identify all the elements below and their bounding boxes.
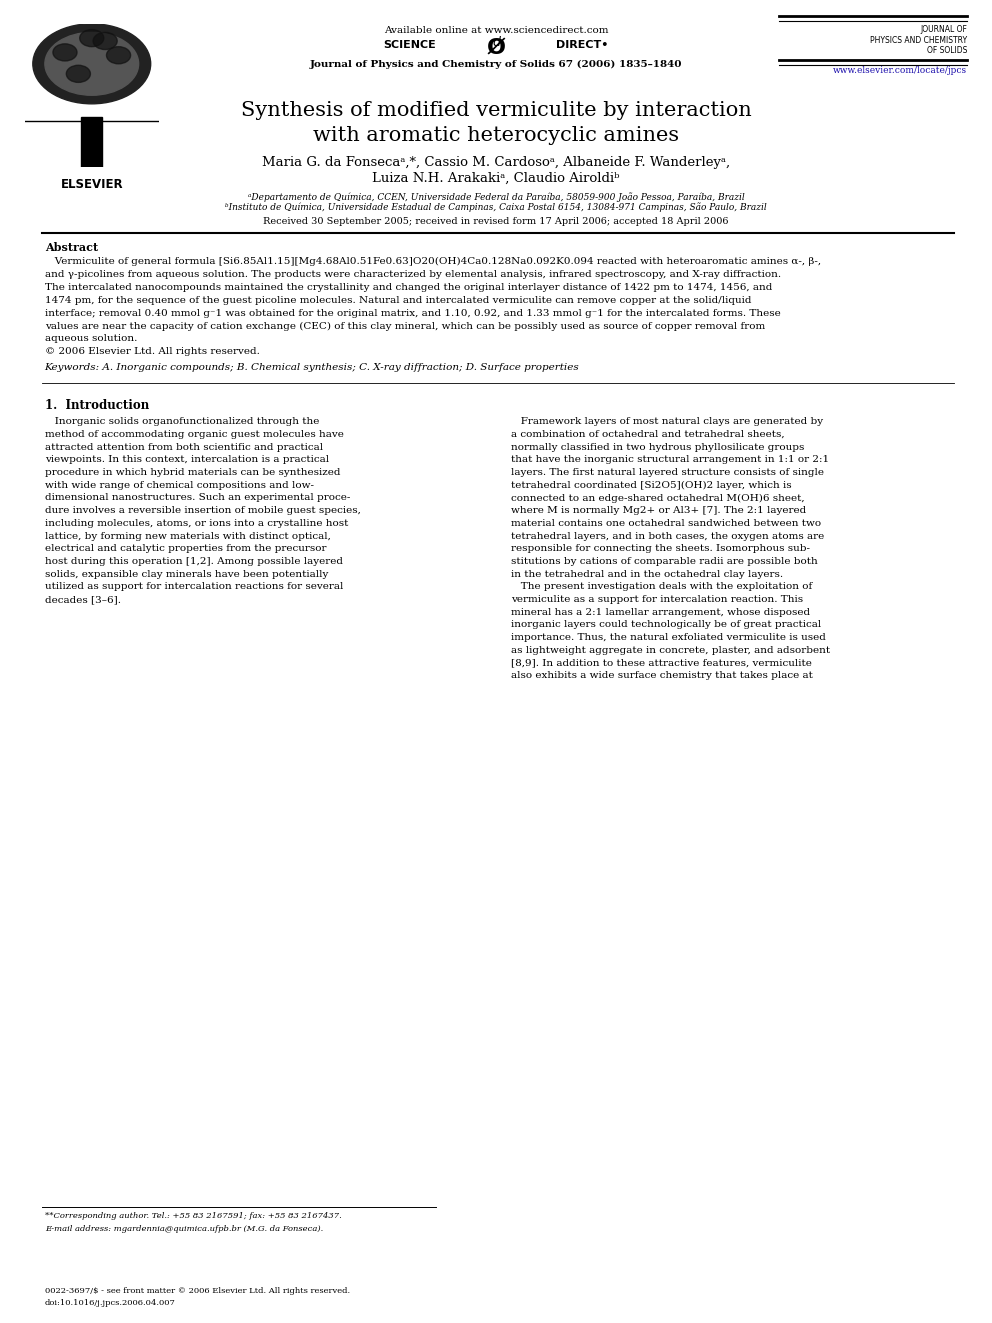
Ellipse shape [66, 65, 90, 82]
Text: JOURNAL OF
PHYSICS AND CHEMISTRY
OF SOLIDS: JOURNAL OF PHYSICS AND CHEMISTRY OF SOLI… [870, 25, 967, 56]
Text: dimensional nanostructures. Such an experimental proce-: dimensional nanostructures. Such an expe… [45, 493, 350, 503]
Text: The intercalated nanocompounds maintained the crystallinity and changed the orig: The intercalated nanocompounds maintaine… [45, 283, 772, 291]
Text: Ø: Ø [486, 37, 506, 58]
Text: in the tetrahedral and in the octahedral clay layers.: in the tetrahedral and in the octahedral… [511, 570, 783, 578]
Text: where M is normally Mg2+ or Al3+ [7]. The 2:1 layered: where M is normally Mg2+ or Al3+ [7]. Th… [511, 507, 806, 515]
Text: doi:10.1016/j.jpcs.2006.04.007: doi:10.1016/j.jpcs.2006.04.007 [45, 1299, 176, 1307]
Text: responsible for connecting the sheets. Isomorphous sub-: responsible for connecting the sheets. I… [511, 544, 809, 553]
Text: The present investigation deals with the exploitation of: The present investigation deals with the… [511, 582, 812, 591]
Text: aqueous solution.: aqueous solution. [45, 335, 137, 344]
Text: 1474 pm, for the sequence of the guest picoline molecules. Natural and intercala: 1474 pm, for the sequence of the guest p… [45, 295, 751, 304]
Text: Vermiculite of general formula [Si6.85Al1.15][Mg4.68Al0.51Fe0.63]O20(OH)4Ca0.128: Vermiculite of general formula [Si6.85Al… [45, 257, 820, 266]
Text: that have the inorganic structural arrangement in 1:1 or 2:1: that have the inorganic structural arran… [511, 455, 829, 464]
Text: www.elsevier.com/locate/jpcs: www.elsevier.com/locate/jpcs [833, 66, 967, 75]
Text: solids, expansible clay minerals have been potentially: solids, expansible clay minerals have be… [45, 570, 328, 578]
Text: ELSEVIER: ELSEVIER [61, 179, 123, 191]
Text: SCIENCE: SCIENCE [384, 40, 436, 50]
Ellipse shape [45, 32, 139, 95]
Text: also exhibits a wide surface chemistry that takes place at: also exhibits a wide surface chemistry t… [511, 671, 812, 680]
Text: procedure in which hybrid materials can be synthesized: procedure in which hybrid materials can … [45, 468, 340, 478]
Text: [8,9]. In addition to these attractive features, vermiculite: [8,9]. In addition to these attractive f… [511, 659, 811, 668]
Text: utilized as support for intercalation reactions for several: utilized as support for intercalation re… [45, 582, 343, 591]
Text: importance. Thus, the natural exfoliated vermiculite is used: importance. Thus, the natural exfoliated… [511, 634, 825, 642]
Text: stitutions by cations of comparable radii are possible both: stitutions by cations of comparable radi… [511, 557, 817, 566]
Text: a combination of octahedral and tetrahedral sheets,: a combination of octahedral and tetrahed… [511, 430, 785, 439]
Text: Available online at www.sciencedirect.com: Available online at www.sciencedirect.co… [384, 25, 608, 34]
Text: dure involves a reversible insertion of mobile guest species,: dure involves a reversible insertion of … [45, 507, 360, 515]
Text: tetrahedral layers, and in both cases, the oxygen atoms are: tetrahedral layers, and in both cases, t… [511, 532, 824, 541]
Text: Luiza N.H. Arakakiᵃ, Claudio Airoldiᵇ: Luiza N.H. Arakakiᵃ, Claudio Airoldiᵇ [372, 172, 620, 185]
Text: © 2006 Elsevier Ltd. All rights reserved.: © 2006 Elsevier Ltd. All rights reserved… [45, 348, 260, 356]
Text: interface; removal 0.40 mmol g⁻1 was obtained for the original matrix, and 1.10,: interface; removal 0.40 mmol g⁻1 was obt… [45, 308, 781, 318]
Text: Framework layers of most natural clays are generated by: Framework layers of most natural clays a… [511, 417, 823, 426]
Text: Keywords: A. Inorganic compounds; B. Chemical synthesis; C. X-ray diffraction; D: Keywords: A. Inorganic compounds; B. Che… [45, 363, 579, 372]
Text: mineral has a 2:1 lamellar arrangement, whose disposed: mineral has a 2:1 lamellar arrangement, … [511, 607, 810, 617]
Text: viewpoints. In this context, intercalation is a practical: viewpoints. In this context, intercalati… [45, 455, 328, 464]
Text: lattice, by forming new materials with distinct optical,: lattice, by forming new materials with d… [45, 532, 330, 541]
Text: Inorganic solids organofunctionalized through the: Inorganic solids organofunctionalized th… [45, 417, 319, 426]
Text: **Corresponding author. Tel.: +55 83 2167591; fax: +55 83 2167437.: **Corresponding author. Tel.: +55 83 216… [45, 1212, 341, 1220]
Text: DIRECT•: DIRECT• [556, 40, 608, 50]
Text: inorganic layers could technologically be of great practical: inorganic layers could technologically b… [511, 620, 821, 630]
Text: electrical and catalytic properties from the precursor: electrical and catalytic properties from… [45, 544, 326, 553]
Bar [81, 116, 102, 167]
Text: E-mail address: mgardennia@quimica.ufpb.br (M.G. da Fonseca).: E-mail address: mgardennia@quimica.ufpb.… [45, 1225, 322, 1233]
Text: decades [3–6].: decades [3–6]. [45, 595, 121, 605]
Text: Received 30 September 2005; received in revised form 17 April 2006; accepted 18 : Received 30 September 2005; received in … [263, 217, 729, 226]
Text: tetrahedral coordinated [Si2O5](OH)2 layer, which is: tetrahedral coordinated [Si2O5](OH)2 lay… [511, 480, 792, 490]
Text: Journal of Physics and Chemistry of Solids 67 (2006) 1835–1840: Journal of Physics and Chemistry of Soli… [310, 60, 682, 69]
Ellipse shape [106, 46, 131, 64]
Text: with wide range of chemical compositions and low-: with wide range of chemical compositions… [45, 480, 313, 490]
Ellipse shape [53, 44, 77, 61]
Text: normally classified in two hydrous phyllosilicate groups: normally classified in two hydrous phyll… [511, 443, 805, 451]
Ellipse shape [93, 32, 117, 49]
Text: Synthesis of modified vermiculite by interaction: Synthesis of modified vermiculite by int… [241, 101, 751, 120]
Text: including molecules, atoms, or ions into a crystalline host: including molecules, atoms, or ions into… [45, 519, 348, 528]
Text: material contains one octahedral sandwiched between two: material contains one octahedral sandwic… [511, 519, 821, 528]
Text: host during this operation [1,2]. Among possible layered: host during this operation [1,2]. Among … [45, 557, 342, 566]
Text: ᵇInstituto de Química, Universidade Estadual de Campinas, Caixa Postal 6154, 130: ᵇInstituto de Química, Universidade Esta… [225, 202, 767, 212]
Text: 1.  Introduction: 1. Introduction [45, 398, 149, 411]
Text: connected to an edge-shared octahedral M(OH)6 sheet,: connected to an edge-shared octahedral M… [511, 493, 805, 503]
Text: Abstract: Abstract [45, 242, 98, 253]
Text: as lightweight aggregate in concrete, plaster, and adsorbent: as lightweight aggregate in concrete, pl… [511, 646, 830, 655]
Ellipse shape [33, 24, 151, 103]
Text: and γ-picolines from aqueous solution. The products were characterized by elemen: and γ-picolines from aqueous solution. T… [45, 270, 781, 279]
Text: attracted attention from both scientific and practical: attracted attention from both scientific… [45, 443, 322, 451]
Text: Maria G. da Fonsecaᵃ,*, Cassio M. Cardosoᵃ, Albaneide F. Wanderleyᵃ,: Maria G. da Fonsecaᵃ,*, Cassio M. Cardos… [262, 156, 730, 169]
Text: d: d [492, 36, 500, 49]
Text: 0022-3697/$ - see front matter © 2006 Elsevier Ltd. All rights reserved.: 0022-3697/$ - see front matter © 2006 El… [45, 1287, 350, 1295]
Text: vermiculite as a support for intercalation reaction. This: vermiculite as a support for intercalati… [511, 595, 803, 605]
Text: values are near the capacity of cation exchange (CEC) of this clay mineral, whic: values are near the capacity of cation e… [45, 321, 765, 331]
Ellipse shape [79, 29, 104, 46]
Text: method of accommodating organic guest molecules have: method of accommodating organic guest mo… [45, 430, 343, 439]
Text: ᵃDepartamento de Química, CCEN, Universidade Federal da Paraíba, 58059-900 João : ᵃDepartamento de Química, CCEN, Universi… [248, 192, 744, 201]
Text: layers. The first natural layered structure consists of single: layers. The first natural layered struct… [511, 468, 824, 478]
Text: with aromatic heterocyclic amines: with aromatic heterocyclic amines [312, 126, 680, 144]
